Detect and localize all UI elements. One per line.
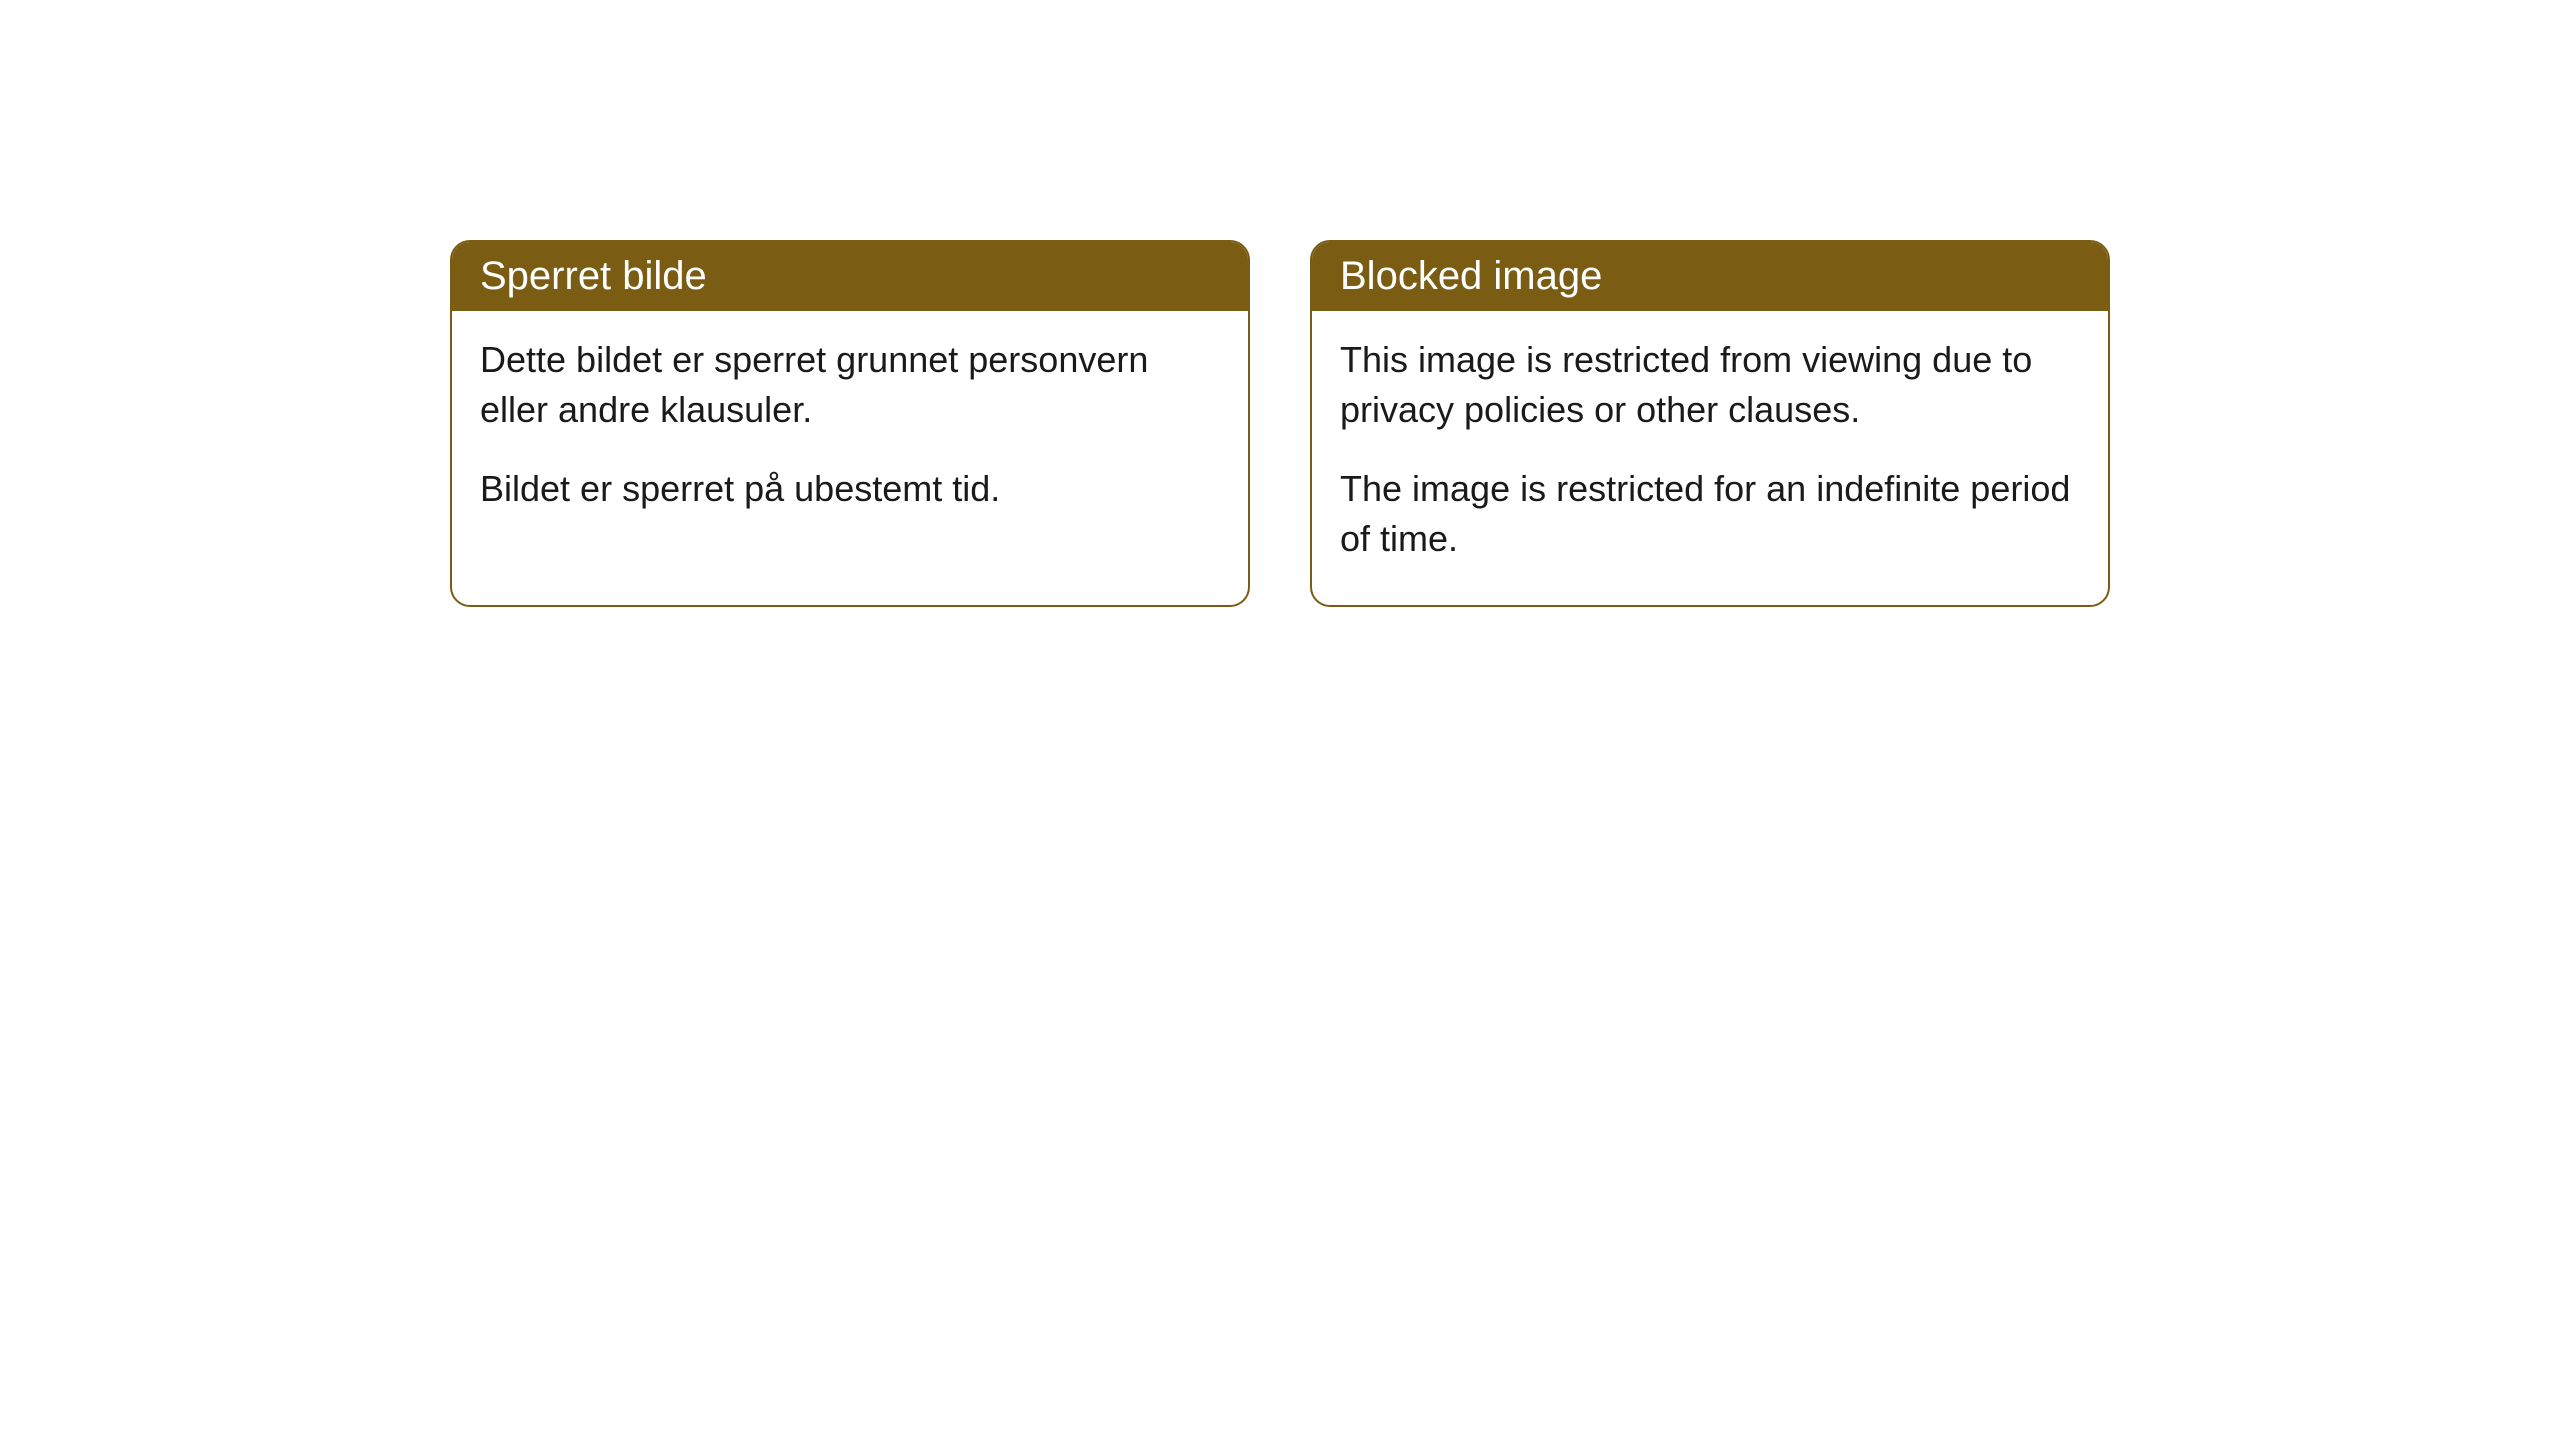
card-body: This image is restricted from viewing du… xyxy=(1312,311,2108,605)
notice-card-english: Blocked image This image is restricted f… xyxy=(1310,240,2110,607)
card-header: Blocked image xyxy=(1312,242,2108,311)
card-header: Sperret bilde xyxy=(452,242,1248,311)
card-body: Dette bildet er sperret grunnet personve… xyxy=(452,311,1248,554)
card-paragraph-2: The image is restricted for an indefinit… xyxy=(1340,464,2080,565)
card-paragraph-1: Dette bildet er sperret grunnet personve… xyxy=(480,335,1220,436)
notice-cards-container: Sperret bilde Dette bildet er sperret gr… xyxy=(450,240,2560,607)
notice-card-norwegian: Sperret bilde Dette bildet er sperret gr… xyxy=(450,240,1250,607)
card-title: Sperret bilde xyxy=(480,254,707,298)
card-paragraph-1: This image is restricted from viewing du… xyxy=(1340,335,2080,436)
card-paragraph-2: Bildet er sperret på ubestemt tid. xyxy=(480,464,1220,514)
card-title: Blocked image xyxy=(1340,254,1602,298)
